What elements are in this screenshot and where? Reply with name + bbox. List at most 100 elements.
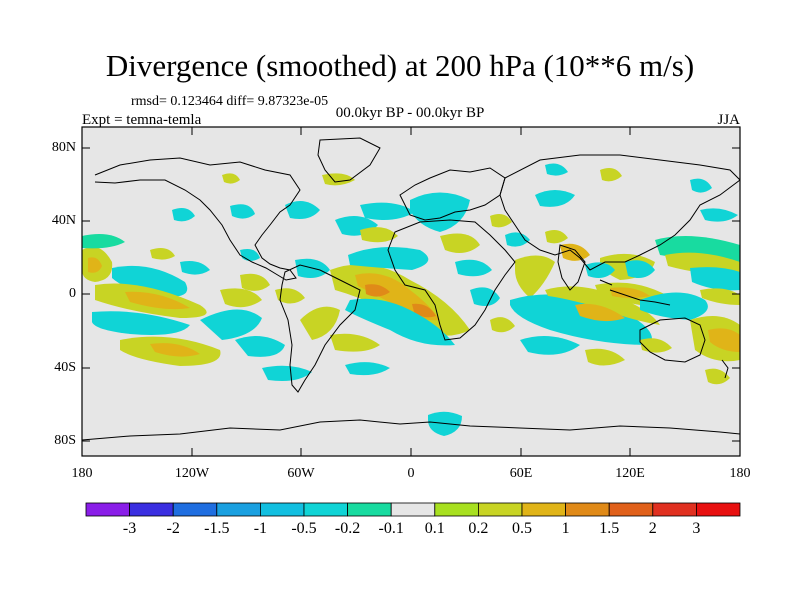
colorbar-level-label: 3 (692, 520, 701, 537)
colorbar-swatch (216, 502, 261, 517)
contour-positive (300, 306, 340, 340)
contour-negative (348, 246, 429, 270)
coastlines (82, 137, 740, 441)
colorbar-swatch (434, 502, 479, 517)
lat-label-80n: 80N (51, 140, 76, 155)
contour-positive (700, 288, 740, 305)
season-text: JJA (717, 112, 740, 128)
contour-positive (222, 173, 240, 184)
lon-label-60e: 60E (509, 466, 533, 481)
colorbar-swatch (390, 502, 436, 517)
contour-positive (275, 288, 305, 304)
colorbar-level-label: 1.5 (599, 520, 620, 537)
experiment-text: Expt = temna-temla (82, 112, 202, 128)
contour-negative (455, 259, 492, 277)
contour-negative (510, 294, 652, 345)
contour-positive (220, 288, 262, 308)
colorbar-level-label: -0.5 (291, 520, 317, 537)
contour-negative (112, 265, 188, 297)
contour-negative (700, 208, 738, 222)
colorbar-level-label: -0.1 (378, 520, 404, 537)
lon-label-180e: 180 (729, 466, 751, 481)
colorbar-swatch (259, 502, 305, 517)
contour-negative (360, 202, 415, 220)
contour-positive (515, 255, 555, 298)
colorbar (85, 502, 741, 517)
lon-label-120w: 120W (174, 466, 210, 481)
contour-positive (545, 230, 568, 244)
contour-positive (150, 343, 200, 357)
contour-negative (285, 201, 320, 219)
colorbar-swatch (652, 502, 697, 517)
contour-positive (330, 333, 380, 352)
contour-positive (365, 284, 390, 297)
contour-negative (200, 309, 262, 340)
contour-positive (440, 233, 480, 254)
colorbar-swatch (565, 502, 610, 517)
lon-label-180w: 180 (71, 466, 93, 481)
contour-positive (88, 257, 102, 273)
contour-negative (180, 261, 210, 275)
contour-positive (705, 368, 730, 385)
colorbar-swatch (303, 502, 348, 517)
lat-label-80s: 80S (54, 433, 76, 448)
contour-positive (490, 317, 515, 333)
contour-negative (470, 287, 500, 306)
contour-negative (690, 178, 712, 193)
divergence-contours (82, 163, 740, 436)
contour-positive (360, 227, 398, 243)
colorbar-level-label: 1 (561, 520, 570, 537)
stats-text: rmsd= 0.123464 diff= 9.87323e-05 (131, 94, 329, 109)
contour-negative (640, 292, 708, 320)
colorbar-level-label: -1.5 (204, 520, 230, 537)
lat-label-0: 0 (69, 286, 76, 301)
lat-label-40n: 40N (51, 213, 76, 228)
lon-label-60w: 60W (287, 466, 315, 481)
contour-negative (625, 260, 655, 278)
contour-positive (240, 273, 270, 291)
contour-negative (545, 163, 568, 176)
contour-positive (490, 214, 512, 228)
colorbar-level-label: 2 (648, 520, 657, 537)
colorbar-swatch (521, 502, 566, 517)
colorbar-level-label: -0.2 (334, 520, 361, 537)
contour-positive (575, 303, 625, 322)
contour-negative (520, 336, 580, 355)
contour-negative (585, 262, 615, 278)
contour-negative (505, 232, 530, 247)
contour-negative (172, 208, 195, 222)
colorbar-level-label: 0.1 (424, 520, 445, 537)
contour-negative (92, 311, 190, 335)
lat-label-40s: 40S (54, 360, 76, 375)
contour-negative (690, 267, 740, 291)
contour-positive (560, 243, 590, 261)
contour-positive (150, 248, 175, 260)
period-text: 00.0kyr BP - 00.0kyr BP (335, 105, 485, 121)
contour-positive (585, 348, 625, 366)
contour-negative (345, 362, 390, 376)
contour-positive (610, 287, 650, 298)
axis-ticks (81, 127, 741, 456)
colorbar-swatch (608, 502, 654, 517)
contour-negative (535, 190, 575, 207)
colorbar-swatch (477, 502, 523, 517)
contour-positive (412, 303, 436, 318)
lon-label-0: 0 (407, 466, 415, 481)
contour-negative (230, 204, 255, 219)
contour-positive (125, 291, 190, 310)
contour-negative (235, 336, 285, 357)
colorbar-level-label: -3 (122, 520, 137, 537)
colorbar-level-label: -1 (253, 520, 268, 537)
contour-negative (262, 365, 312, 381)
contour-positive (600, 168, 622, 182)
map-title: Divergence (smoothed) at 200 hPa (10**6 … (105, 48, 695, 83)
contour-negative (82, 234, 125, 249)
colorbar-swatch (129, 502, 174, 517)
colorbar-swatch (172, 502, 218, 517)
colorbar-swatch (85, 502, 130, 517)
contour-positive (545, 286, 660, 325)
contour-positive (640, 338, 672, 353)
contour-positive (708, 328, 740, 352)
colorbar-swatch (696, 502, 741, 517)
